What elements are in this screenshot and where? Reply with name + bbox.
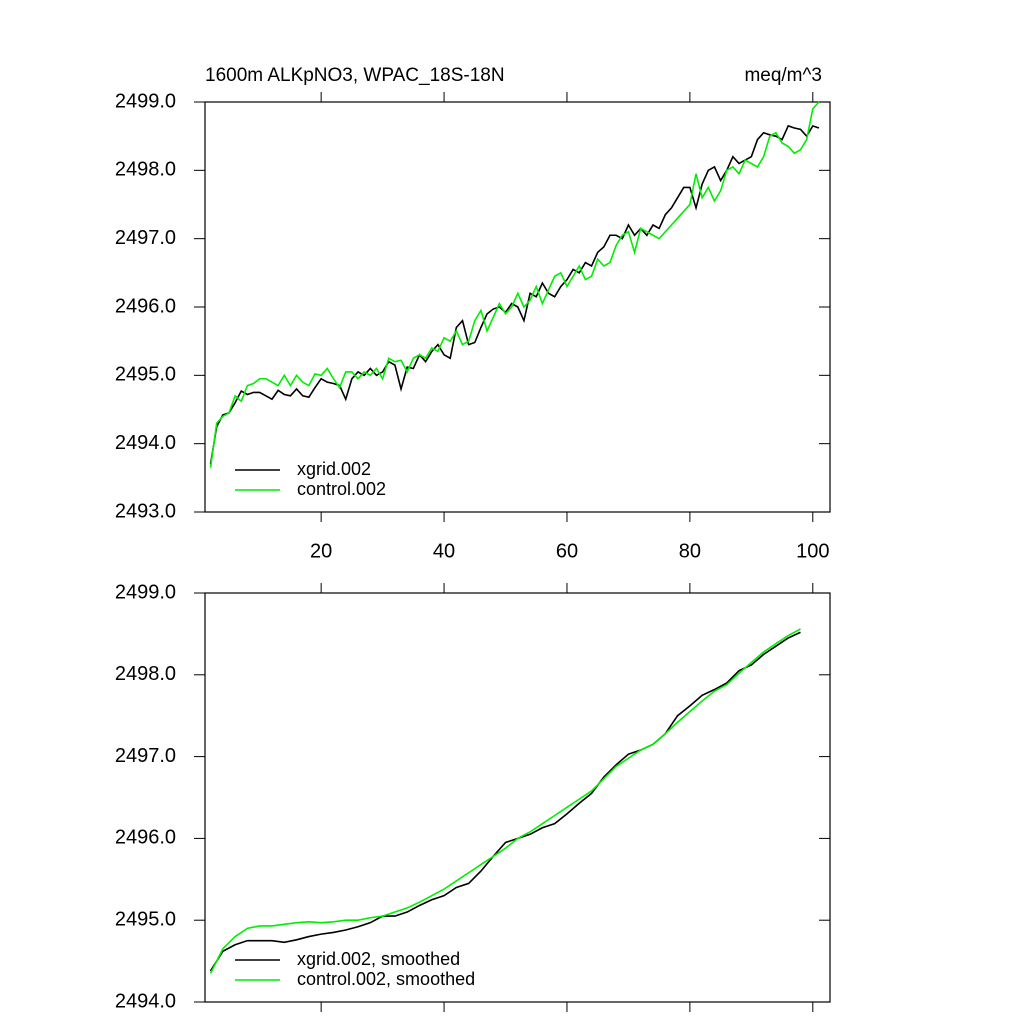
y-tick-label: 2494.0 [115,432,176,454]
x-tick-label: 40 [433,540,455,562]
series-line [209,101,820,468]
series-line [209,124,820,465]
x-tick-label: 20 [310,540,332,562]
legend-label: control.002 [297,479,386,499]
plot-frame [204,101,831,513]
plot-frame [204,592,831,1003]
x-tick-label: 60 [556,540,578,562]
series-line [209,628,801,974]
legend-label: control.002, smoothed [297,969,475,989]
units-label: meq/m^3 [744,65,822,86]
y-tick-label: 2499.0 [115,581,176,603]
chart-title: 1600m ALKpNO3, WPAC_18S-18N [205,65,505,86]
y-tick-label: 2497.0 [115,745,176,767]
x-tick-label: 100 [796,540,829,562]
y-tick-label: 2498.0 [115,663,176,685]
y-tick-label: 2496.0 [115,827,176,849]
y-tick-label: 2499.0 [115,90,176,112]
y-tick-label: 2494.0 [115,990,176,1012]
x-tick-label: 80 [679,540,701,562]
y-tick-label: 2495.0 [115,908,176,930]
y-tick-label: 2498.0 [115,159,176,181]
y-tick-label: 2497.0 [115,227,176,249]
series-line [209,631,801,972]
y-tick-label: 2496.0 [115,295,176,317]
y-tick-label: 2495.0 [115,364,176,386]
y-tick-label: 2493.0 [115,500,176,522]
legend-label: xgrid.002 [297,459,371,479]
legend-label: xgrid.002, smoothed [297,949,460,969]
